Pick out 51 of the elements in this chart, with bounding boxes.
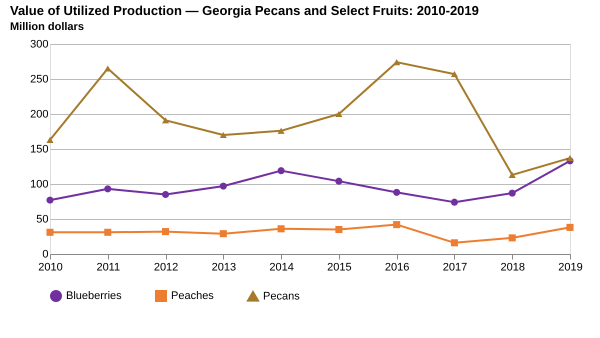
point bbox=[393, 188, 400, 196]
x-tick-label: 2010 bbox=[38, 262, 63, 274]
legend-label: Pecans bbox=[263, 290, 300, 302]
point bbox=[278, 225, 285, 232]
point bbox=[46, 136, 54, 143]
y-tick-label: 100 bbox=[30, 178, 48, 190]
point bbox=[566, 155, 574, 162]
x-tick-label: 2011 bbox=[96, 262, 120, 274]
legend-label: Blueberries bbox=[66, 290, 122, 302]
x-tick-label: 2012 bbox=[154, 262, 178, 274]
point bbox=[450, 71, 458, 78]
point bbox=[278, 167, 285, 174]
x-tick-label: 2014 bbox=[269, 262, 294, 274]
point bbox=[220, 132, 227, 138]
y-tick-label: 300 bbox=[30, 38, 48, 50]
y-tick-label: 50 bbox=[36, 214, 48, 226]
point bbox=[335, 110, 342, 118]
y-tick-label: 0 bbox=[42, 248, 48, 260]
point bbox=[220, 230, 227, 238]
y-tick-label: 250 bbox=[30, 74, 48, 86]
point bbox=[450, 239, 458, 246]
point bbox=[508, 190, 516, 197]
point bbox=[450, 198, 458, 206]
x-tick-label: 2018 bbox=[500, 262, 525, 274]
point bbox=[508, 234, 516, 242]
point bbox=[162, 117, 170, 124]
point bbox=[393, 59, 400, 66]
point bbox=[104, 228, 112, 236]
point bbox=[46, 196, 54, 204]
point bbox=[393, 221, 400, 228]
point bbox=[335, 226, 342, 234]
point bbox=[220, 182, 227, 190]
point bbox=[104, 185, 112, 192]
x-tick-label: 2015 bbox=[327, 262, 352, 274]
y-tick-label: 200 bbox=[30, 108, 48, 120]
point bbox=[162, 190, 170, 198]
y-tick-label: 150 bbox=[30, 144, 48, 156]
point bbox=[104, 65, 112, 72]
chart-title: Value of Utilized Production — Georgia Pecans and Select Fruits: 2010-2019 bbox=[10, 3, 479, 18]
point bbox=[278, 128, 285, 134]
x-tick-label: 2017 bbox=[442, 262, 468, 274]
point bbox=[162, 228, 170, 236]
point bbox=[46, 228, 54, 236]
x-tick-label: 2016 bbox=[384, 262, 410, 274]
x-tick-label: 2019 bbox=[558, 262, 583, 274]
point bbox=[508, 172, 516, 178]
point bbox=[566, 224, 574, 231]
point bbox=[335, 178, 342, 185]
y-axis-title: Million dollars bbox=[10, 21, 84, 33]
x-tick-label: 2013 bbox=[212, 262, 236, 274]
legend-label: Peaches bbox=[171, 290, 214, 302]
